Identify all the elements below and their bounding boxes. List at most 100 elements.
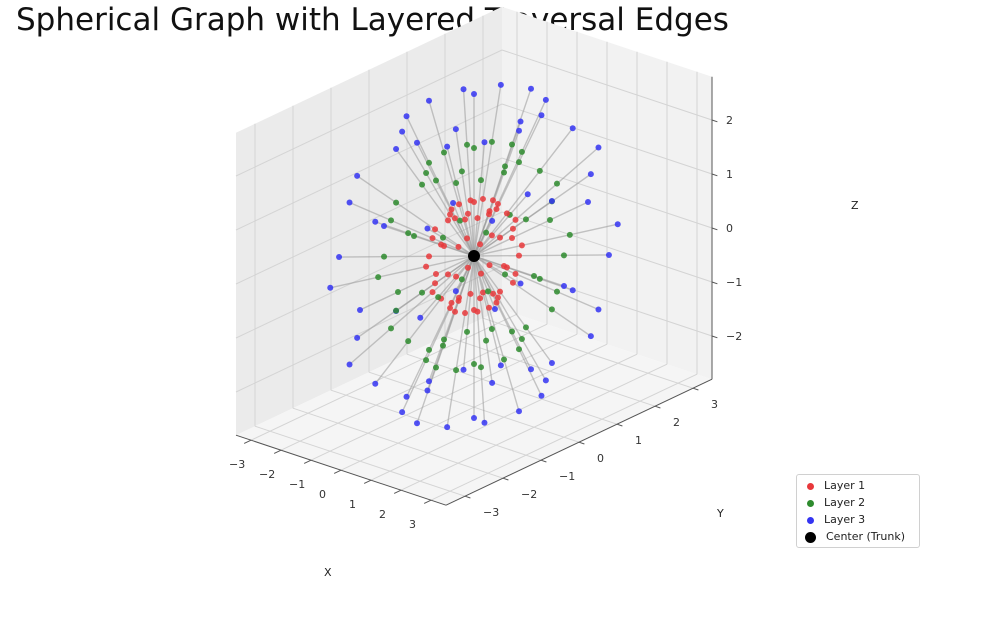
edge — [405, 115, 430, 164]
edge — [480, 142, 486, 181]
x-tick-mark — [333, 469, 342, 474]
node-layer-2 — [477, 177, 484, 184]
grid-line-z — [501, 211, 713, 283]
z-tick-mark — [711, 119, 718, 123]
x-tick-mark — [363, 479, 372, 484]
node-layer-2 — [441, 336, 447, 343]
node-layer-1 — [494, 200, 501, 207]
node-layer-1 — [433, 271, 439, 277]
y-tick-label: 2 — [673, 416, 680, 429]
node-layer-1 — [486, 211, 492, 218]
y-tick-mark — [616, 423, 623, 427]
node-layer-2 — [483, 337, 490, 344]
grid-line-x — [400, 363, 668, 491]
grid-line-z — [501, 157, 713, 229]
y-tick-label: −2 — [521, 488, 537, 501]
node-layer-2 — [566, 231, 573, 238]
grid-line-z — [501, 49, 713, 121]
node-layer-3 — [538, 392, 545, 399]
edge — [447, 219, 475, 257]
node-layer-2 — [553, 180, 560, 187]
legend-item-center: Center (Trunk) — [805, 529, 905, 545]
node-layer-3 — [489, 217, 496, 224]
node-layer-3 — [595, 306, 602, 313]
edge — [395, 292, 423, 312]
node-layer-2 — [471, 145, 477, 151]
node-layer-2 — [553, 288, 560, 295]
edge — [518, 348, 543, 397]
edge — [390, 219, 433, 239]
x-tick-mark — [423, 499, 432, 504]
node-layer-1 — [456, 201, 462, 208]
node-layer-2 — [393, 199, 400, 206]
node-layer-2 — [522, 216, 529, 223]
node-layer-2 — [381, 253, 388, 260]
edge — [359, 291, 399, 311]
y-tick-label: 1 — [635, 434, 642, 447]
edge — [556, 146, 599, 185]
edge — [390, 291, 433, 329]
z-tick-mark — [711, 227, 718, 231]
edge — [462, 89, 468, 145]
y-tick-mark — [654, 405, 661, 409]
edge — [488, 307, 505, 360]
node-layer-2 — [441, 149, 447, 156]
y-axis-label: Y — [716, 507, 724, 520]
node-layer-2 — [536, 275, 543, 282]
edge — [473, 219, 516, 257]
node-layer-2 — [477, 364, 484, 371]
edge — [539, 278, 573, 291]
legend-label-layer-1: Layer 1 — [824, 479, 866, 492]
edge — [425, 255, 475, 268]
node-layer-2 — [435, 294, 442, 301]
node-layer-1 — [512, 270, 519, 277]
legend-label-layer-3: Layer 3 — [824, 513, 866, 526]
x-tick-label: 2 — [379, 508, 386, 521]
x-tick-label: −2 — [259, 468, 275, 481]
node-layer-3 — [372, 218, 379, 225]
node-layer-1 — [462, 216, 469, 223]
node-layer-3 — [595, 144, 602, 151]
y-tick-label: 3 — [711, 398, 718, 411]
node-layer-1 — [486, 262, 493, 269]
edge — [487, 291, 496, 310]
edge — [401, 359, 427, 413]
node-layer-1 — [494, 294, 501, 301]
node-layer-3 — [346, 361, 353, 368]
node-layer-3 — [444, 424, 451, 431]
node-layer-2 — [531, 273, 537, 279]
node-layer-2 — [411, 233, 417, 239]
node-layer-2 — [518, 148, 525, 155]
node-layer-2 — [488, 138, 495, 145]
edge — [461, 171, 469, 214]
edge — [443, 297, 460, 340]
node-layer-2 — [502, 271, 509, 278]
node-layer-1 — [445, 271, 452, 278]
x-tick-mark — [393, 489, 402, 494]
node-layer-2 — [458, 276, 465, 283]
node-layer-1 — [429, 235, 436, 242]
z-tick-label: 1 — [726, 168, 733, 181]
edge — [428, 162, 453, 210]
node-layer-3 — [444, 143, 451, 150]
edge — [525, 326, 553, 364]
legend-marker-layer-3 — [807, 516, 814, 524]
node-layer-1 — [509, 235, 515, 241]
node-layer-1 — [452, 215, 458, 222]
node-layer-2 — [393, 307, 400, 314]
node-layer-3 — [516, 127, 522, 134]
node-layer-3 — [517, 118, 524, 125]
node-layer-3 — [517, 280, 524, 287]
node-layer-3 — [542, 96, 549, 103]
legend-item-layer-2: Layer 2 — [805, 495, 865, 511]
node-layer-2 — [509, 141, 515, 148]
node-layer-1 — [501, 263, 507, 269]
node-layer-3 — [357, 307, 363, 313]
x-tick-label: 0 — [319, 488, 326, 501]
edge — [521, 234, 570, 247]
edge — [462, 331, 468, 370]
grid-line-z — [235, 157, 503, 285]
node-layer-2 — [502, 163, 509, 170]
node-layer-3 — [336, 254, 343, 261]
